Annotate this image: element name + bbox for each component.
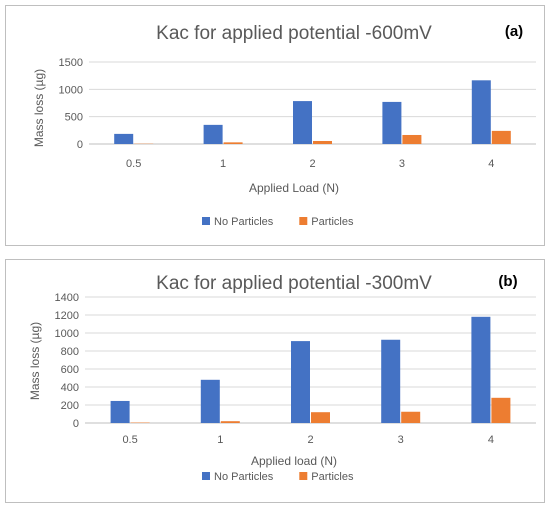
chart-a-bar-particles — [491, 130, 511, 144]
chart-b-bar-particles — [401, 411, 421, 423]
chart-b-legend-swatch — [202, 472, 210, 480]
chart-a: Kac for applied potential -600mV (a) Mas… — [32, 23, 536, 228]
chart-b-y-axis-label: Mass loss (µg) — [28, 322, 42, 400]
chart-a-y-tick-label: 500 — [65, 112, 83, 124]
chart-b: Kac for applied potential -300mV (b) Mas… — [28, 273, 536, 483]
chart-a-bar-particles — [402, 134, 422, 144]
chart-b-bar-no-particles — [291, 341, 310, 423]
chart-b-bar-particles — [220, 421, 240, 423]
chart-b-title: Kac for applied potential -300mV — [156, 273, 432, 294]
chart-a-x-axis-label: Applied Load (N) — [249, 181, 339, 195]
chart-b-legend-swatch — [299, 472, 308, 480]
chart-b-x-axis-label: Applied load (N) — [251, 454, 337, 468]
chart-b-bar-no-particles — [200, 379, 220, 423]
chart-b-bar-no-particles — [381, 339, 401, 423]
chart-b-y-tick-label: 600 — [61, 364, 79, 376]
chart-a-x-tick-label: 4 — [488, 158, 494, 170]
chart-panel-b: Kac for applied potential -300mV (b) Mas… — [5, 259, 545, 503]
chart-b-y-tick-label: 800 — [61, 346, 79, 358]
chart-a-y-tick-label: 0 — [77, 139, 83, 151]
chart-b-x-tick-label: 3 — [398, 434, 404, 446]
chart-b-x-tick-label: 2 — [307, 434, 313, 446]
chart-b-y-tick-label: 400 — [61, 382, 79, 394]
chart-a-bar-no-particles — [114, 133, 134, 144]
chart-a-legend-swatch — [202, 217, 210, 225]
chart-b-legend-label: No Particles — [214, 471, 274, 483]
chart-a-bar-no-particles — [471, 80, 491, 144]
chart-a-legend-label: Particles — [311, 216, 354, 228]
chart-a-bar-particles — [313, 140, 332, 144]
chart-a-y-tick-label: 1500 — [59, 57, 83, 69]
chart-b-x-tick-label: 1 — [217, 434, 223, 446]
chart-b-y-tick-label: 0 — [73, 418, 79, 430]
chart-a-x-tick-label: 1 — [220, 158, 226, 170]
chart-b-y-tick-label: 200 — [61, 400, 79, 412]
chart-a-bar-particles — [223, 142, 243, 144]
chart-b-x-tick-label: 4 — [488, 434, 494, 446]
chart-b-bar-no-particles — [471, 316, 491, 423]
chart-a-bar-no-particles — [293, 101, 312, 144]
chart-b-tag: (b) — [498, 273, 517, 290]
chart-a-y-tick-label: 1000 — [59, 84, 83, 96]
chart-b-legend-label: Particles — [311, 471, 354, 483]
chart-b-y-tick-label: 1200 — [55, 310, 79, 322]
chart-b-bar-particles — [491, 397, 511, 423]
chart-a-x-tick-label: 0.5 — [126, 158, 141, 170]
chart-b-y-tick-label: 1000 — [55, 328, 79, 340]
chart-a-bar-no-particles — [382, 101, 402, 144]
chart-b-y-tick-label: 1400 — [55, 292, 79, 304]
chart-a-legend-label: No Particles — [214, 216, 274, 228]
chart-b-bar-no-particles — [110, 400, 130, 423]
chart-a-tag: (a) — [505, 23, 523, 40]
chart-b-x-tick-label: 0.5 — [122, 434, 137, 446]
chart-a-x-tick-label: 3 — [399, 158, 405, 170]
chart-a-bar-no-particles — [203, 124, 223, 144]
chart-a-x-tick-label: 2 — [309, 158, 315, 170]
chart-a-title: Kac for applied potential -600mV — [156, 23, 432, 44]
chart-panel-a: Kac for applied potential -600mV (a) Mas… — [5, 5, 545, 246]
chart-a-legend-swatch — [299, 217, 308, 225]
chart-a-y-axis-label: Mass loss (µg) — [32, 69, 46, 147]
chart-b-bar-particles — [311, 412, 330, 423]
